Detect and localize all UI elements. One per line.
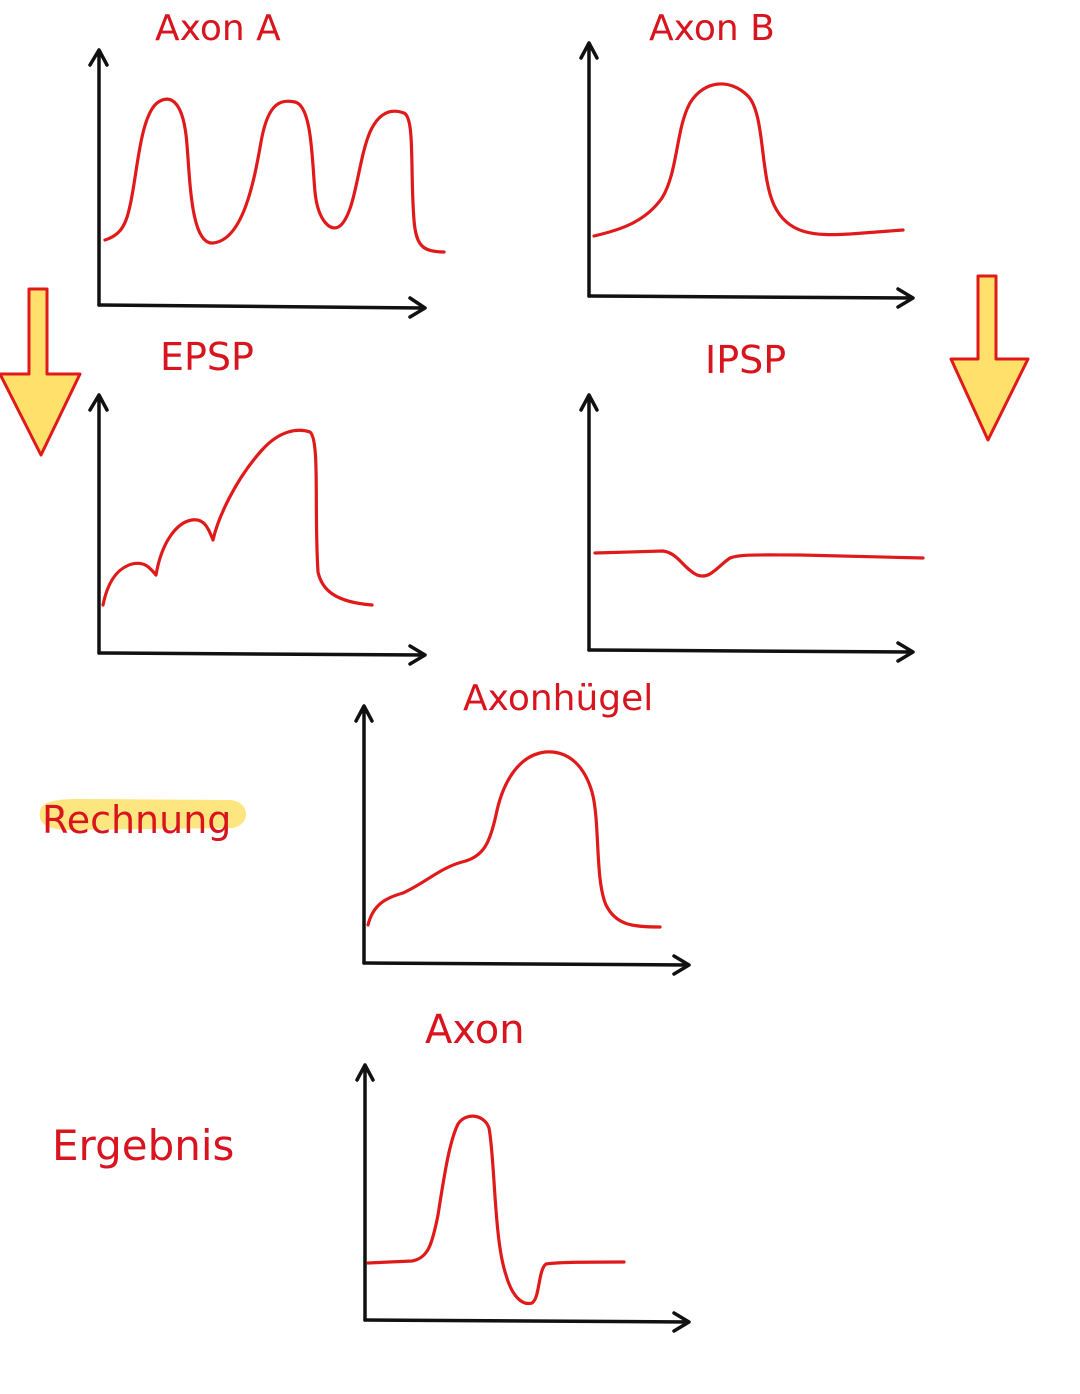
rechnung-highlight: [39, 798, 247, 830]
label-epsp: EPSP: [160, 335, 254, 379]
graph-epsp: EPSP: [88, 335, 427, 666]
rechnung-note: Rechnung: [39, 798, 247, 842]
curve-axon-b: [592, 82, 905, 238]
y-axis-axonhuegel: [354, 704, 374, 965]
right-down-arrow-shape: [949, 274, 1030, 442]
label-ergebnis: Ergebnis: [52, 1121, 234, 1170]
y-axis-axon-b: [579, 41, 599, 298]
ergebnis-note: Ergebnis: [52, 1121, 234, 1170]
graph-axon-a: Axon A: [88, 8, 446, 319]
label-ipsp: IPSP: [705, 338, 786, 382]
right-down-arrow-icon: [949, 274, 1030, 442]
x-axis-epsp: [97, 644, 427, 666]
x-axis-axon-b: [587, 287, 915, 309]
label-axon: Axon: [425, 1007, 525, 1053]
left-down-arrow-shape: [0, 287, 82, 457]
y-axis-ipsp: [579, 393, 599, 652]
curve-axonhuegel: [366, 750, 662, 929]
label-rechnung: Rechnung: [42, 798, 231, 842]
graph-axonhuegel: Axonhügel: [354, 678, 691, 976]
x-axis-axon-a: [97, 296, 427, 319]
x-axis-axon: [363, 1311, 691, 1333]
x-axis-axonhuegel: [362, 954, 691, 976]
y-axis-axon: [355, 1063, 375, 1322]
graph-axon: Axon: [355, 1007, 691, 1333]
graph-ipsp: IPSP: [579, 338, 925, 663]
graph-axon-b: Axon B: [579, 8, 915, 309]
curve-epsp: [101, 428, 374, 607]
curve-axon: [366, 1114, 626, 1306]
y-axis-epsp: [88, 393, 109, 655]
curve-ipsp: [593, 549, 925, 578]
label-axonhuegel: Axonhügel: [463, 678, 653, 719]
x-axis-ipsp: [587, 641, 915, 663]
curve-axon-a: [103, 97, 446, 254]
left-down-arrow-icon: [0, 287, 82, 457]
label-axon-a: Axon A: [155, 8, 281, 49]
y-axis-axon-a: [88, 48, 109, 307]
label-axon-b: Axon B: [649, 8, 775, 49]
